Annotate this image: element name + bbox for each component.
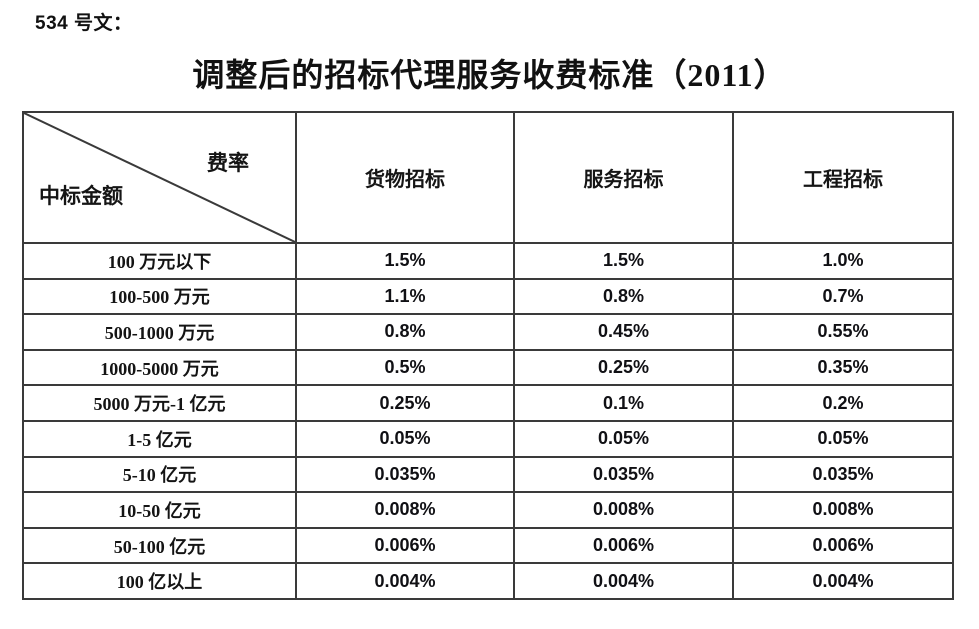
row-label-cell: 100-500 万元: [22, 277, 297, 316]
rate-value-cell: 0.006%: [295, 526, 515, 565]
row-label-cell: 1-5 亿元: [22, 419, 297, 458]
rate-value-cell: 0.5%: [295, 348, 515, 387]
row-label-cell: 100 万元以下: [22, 242, 297, 280]
rate-value-cell: 0.05%: [732, 419, 954, 458]
table-row: 5000 万元-1 亿元 0.25% 0.1% 0.2%: [22, 384, 954, 422]
row-label-cell: 10-50 亿元: [22, 491, 297, 529]
rate-value-cell: 0.25%: [295, 384, 515, 422]
rate-value-cell: 0.05%: [295, 419, 515, 458]
column-header-services: 服务招标: [513, 111, 734, 244]
rate-value-cell: 0.035%: [513, 455, 734, 494]
rate-value-cell: 1.1%: [295, 277, 515, 316]
rate-value-cell: 0.8%: [295, 313, 515, 351]
fee-rate-table: 费率 中标金额 货物招标 服务招标 工程招标 100 万元以下 1.5% 1.5% 1…: [22, 111, 954, 600]
rate-value-cell: 0.006%: [513, 526, 734, 565]
table-row: 50-100 亿元 0.006% 0.006% 0.006%: [22, 526, 954, 565]
rate-value-cell: 1.0%: [732, 242, 954, 280]
rate-value-cell: 0.2%: [732, 384, 954, 422]
rate-value-cell: 0.006%: [732, 526, 954, 565]
rate-value-cell: 0.1%: [513, 384, 734, 422]
rate-value-cell: 0.008%: [513, 491, 734, 529]
rate-value-cell: 1.5%: [513, 242, 734, 280]
table-row: 10-50 亿元 0.008% 0.008% 0.008%: [22, 491, 954, 529]
title-container: 调整后的招标代理服务收费标准（2011）: [0, 50, 979, 96]
rate-value-cell: 0.035%: [732, 455, 954, 494]
row-label-cell: 50-100 亿元: [22, 526, 297, 565]
doc-number-label: 534 号文：: [35, 13, 133, 34]
page-title: 调整后的招标代理服务收费标准（2011）: [192, 57, 787, 93]
row-label-cell: 5-10 亿元: [22, 455, 297, 494]
column-header-engineering: 工程招标: [732, 111, 954, 244]
row-label-cell: 1000-5000 万元: [22, 348, 297, 387]
diagonal-divider-line: [24, 113, 295, 242]
rate-value-cell: 0.004%: [295, 562, 515, 600]
rate-value-cell: 0.55%: [732, 313, 954, 351]
rate-value-cell: 0.8%: [513, 277, 734, 316]
rate-value-cell: 0.008%: [732, 491, 954, 529]
rate-value-cell: 0.45%: [513, 313, 734, 351]
rate-value-cell: 0.05%: [513, 419, 734, 458]
table-row: 100 万元以下 1.5% 1.5% 1.0%: [22, 242, 954, 280]
rate-value-cell: 0.035%: [295, 455, 515, 494]
table-row: 1000-5000 万元 0.5% 0.25% 0.35%: [22, 348, 954, 387]
row-label-cell: 5000 万元-1 亿元: [22, 384, 297, 422]
rate-value-cell: 0.004%: [732, 562, 954, 600]
table-row: 100-500 万元 1.1% 0.8% 0.7%: [22, 277, 954, 316]
corner-label-rate: 费率: [207, 151, 249, 175]
rate-value-cell: 0.004%: [513, 562, 734, 600]
rate-value-cell: 0.25%: [513, 348, 734, 387]
corner-header-cell: 费率 中标金额: [22, 111, 297, 244]
row-label-cell: 500-1000 万元: [22, 313, 297, 351]
table-body: 100 万元以下 1.5% 1.5% 1.0% 100-500 万元 1.1% 0.8% 0.…: [22, 242, 954, 600]
column-header-goods: 货物招标: [295, 111, 515, 244]
row-label-cell: 100 亿以上: [22, 562, 297, 600]
table-row: 100 亿以上 0.004% 0.004% 0.004%: [22, 562, 954, 600]
table-row: 1-5 亿元 0.05% 0.05% 0.05%: [22, 419, 954, 458]
table-row: 5-10 亿元 0.035% 0.035% 0.035%: [22, 455, 954, 494]
rate-value-cell: 1.5%: [295, 242, 515, 280]
table-header-row: 费率 中标金额 货物招标 服务招标 工程招标: [22, 111, 954, 244]
table-row: 500-1000 万元 0.8% 0.45% 0.55%: [22, 313, 954, 351]
rate-value-cell: 0.7%: [732, 277, 954, 316]
corner-label-bid-amount: 中标金额: [39, 184, 123, 208]
rate-value-cell: 0.008%: [295, 491, 515, 529]
rate-value-cell: 0.35%: [732, 348, 954, 387]
